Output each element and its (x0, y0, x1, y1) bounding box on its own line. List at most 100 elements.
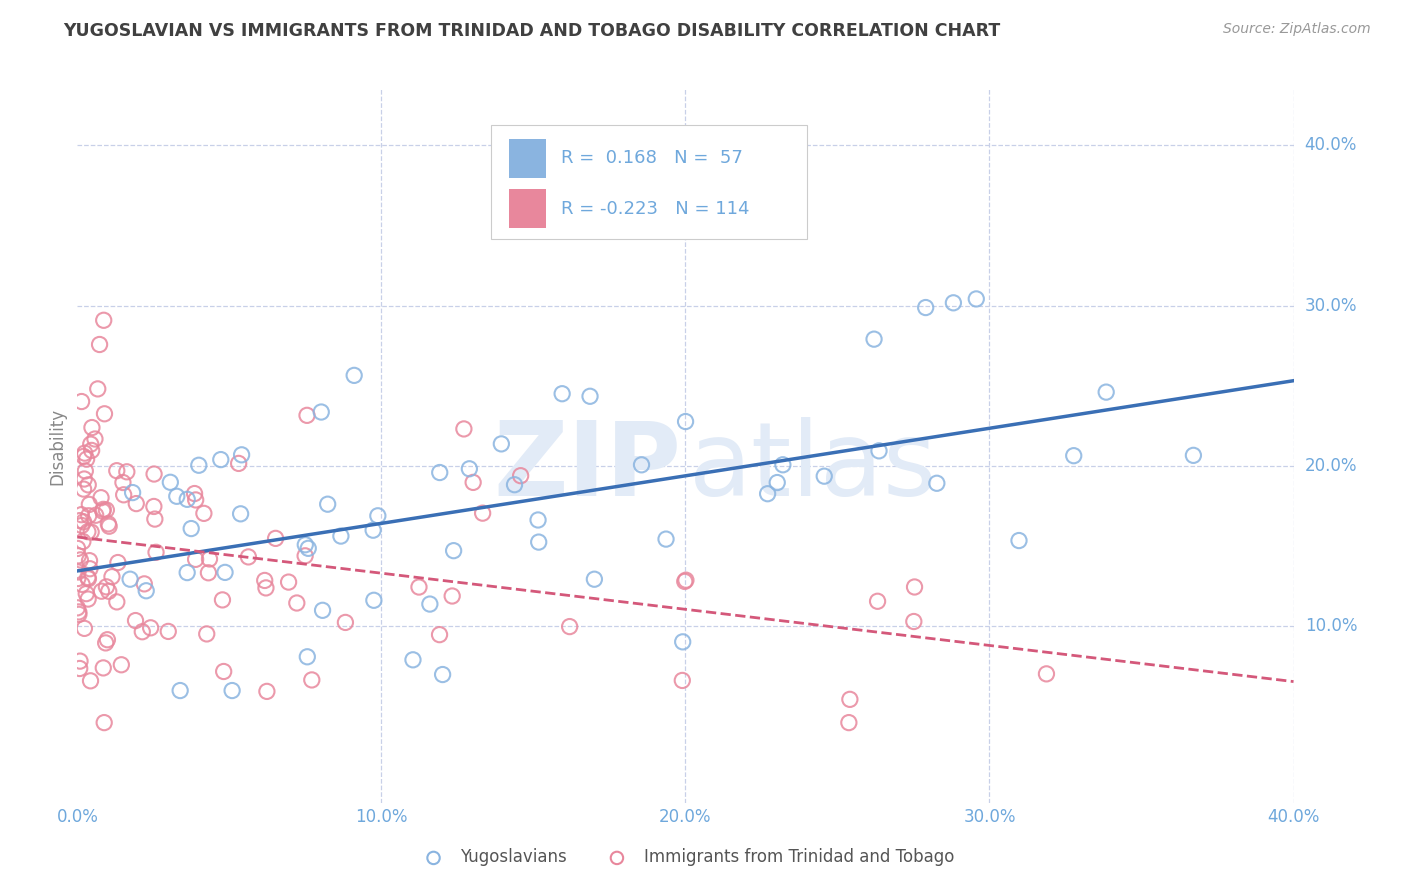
Legend: Yugoslavians, Immigrants from Trinidad and Tobago: Yugoslavians, Immigrants from Trinidad a… (411, 842, 960, 873)
Point (69, 661, 91, 675)
Point (73, 446, 96, 460)
Point (67, 549, 90, 563)
Point (198, 552, 221, 566)
Point (211, 593, 233, 607)
Point (79, 554, 101, 568)
Point (159, 475, 181, 490)
Point (187, 458, 209, 473)
Point (69, 553, 91, 567)
Point (72, 482, 94, 496)
Point (264, 532, 287, 546)
Point (672, 635, 695, 649)
Point (214, 566, 236, 580)
Point (80, 420, 103, 434)
Point (256, 684, 278, 698)
Point (77, 524, 100, 539)
Point (863, 332, 886, 346)
Point (965, 292, 987, 306)
Point (441, 589, 464, 603)
Point (579, 389, 602, 403)
Point (1063, 449, 1085, 463)
Point (111, 475, 134, 490)
Point (77, 572, 100, 586)
Point (183, 486, 205, 500)
Point (363, 593, 385, 607)
Point (93, 407, 115, 421)
Point (838, 692, 860, 706)
Point (443, 543, 465, 558)
Point (89, 337, 111, 351)
Point (80, 437, 103, 451)
Point (285, 596, 308, 610)
Point (77, 592, 100, 607)
Point (79, 673, 101, 688)
Point (105, 595, 128, 609)
Point (70, 577, 93, 591)
Point (91, 661, 114, 675)
Point (509, 468, 531, 483)
Point (169, 683, 191, 698)
Point (1182, 448, 1205, 462)
Text: 40.0%: 40.0% (1305, 136, 1357, 154)
Text: atlas: atlas (689, 417, 938, 518)
Point (228, 457, 250, 471)
Point (79, 562, 101, 576)
Point (73, 621, 96, 635)
Point (91, 502, 114, 516)
Point (329, 529, 352, 543)
Point (110, 657, 132, 672)
Point (471, 506, 494, 520)
Text: 20.0%: 20.0% (1305, 457, 1357, 475)
Point (143, 512, 166, 526)
Point (139, 621, 162, 635)
Point (1035, 666, 1057, 681)
Y-axis label: Disability: Disability (48, 408, 66, 484)
Point (98, 519, 121, 533)
Point (527, 513, 550, 527)
Point (184, 552, 207, 566)
Point (419, 597, 441, 611)
Point (231, 448, 253, 462)
Point (903, 615, 925, 629)
Point (66, 600, 89, 615)
Point (297, 541, 319, 556)
Point (253, 574, 276, 588)
Point (212, 665, 235, 679)
Point (197, 566, 219, 580)
Point (145, 545, 167, 559)
Point (551, 386, 574, 401)
Point (75, 464, 97, 478)
Text: YUGOSLAVIAN VS IMMIGRANTS FROM TRINIDAD AND TOBAGO DISABILITY CORRELATION CHART: YUGOSLAVIAN VS IMMIGRANTS FROM TRINIDAD … (63, 22, 1001, 40)
Point (134, 577, 156, 591)
Point (429, 466, 451, 480)
Point (70, 394, 93, 409)
Point (673, 574, 696, 589)
Point (97, 584, 120, 599)
Point (903, 580, 925, 594)
Point (143, 467, 166, 481)
Point (72, 515, 94, 529)
Point (311, 603, 333, 617)
Point (121, 485, 143, 500)
Point (135, 583, 157, 598)
Point (238, 549, 260, 564)
Point (124, 614, 146, 628)
Point (675, 415, 697, 429)
Point (868, 443, 890, 458)
Point (80, 443, 103, 458)
Point (655, 532, 678, 546)
Point (77, 508, 100, 523)
Point (277, 575, 299, 590)
Text: R = -0.223   N = 114: R = -0.223 N = 114 (561, 200, 749, 218)
Point (297, 649, 319, 664)
Point (70, 518, 93, 533)
Point (67, 605, 90, 619)
Point (294, 538, 316, 552)
Point (942, 295, 965, 310)
Point (76, 570, 98, 584)
Point (125, 497, 148, 511)
Point (527, 535, 550, 549)
Point (112, 488, 135, 502)
Point (838, 715, 860, 730)
Point (229, 507, 252, 521)
